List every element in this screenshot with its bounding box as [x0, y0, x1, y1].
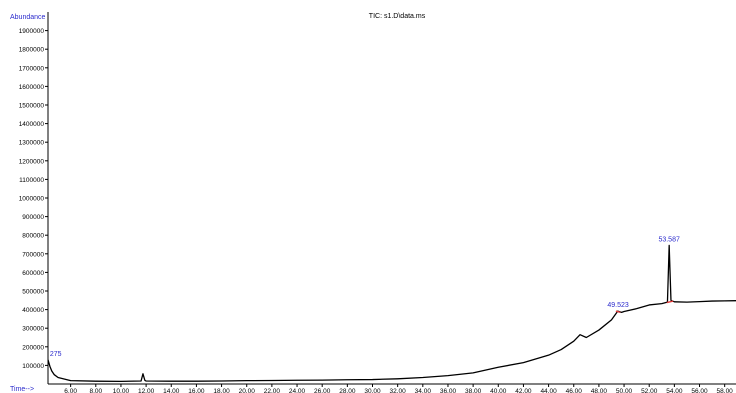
x-tick-label: 52.00: [641, 388, 658, 393]
series-group: [47, 244, 736, 383]
x-tick-label: 46.00: [566, 388, 583, 393]
series-line-0: [47, 244, 736, 383]
chart-title: TIC: s1.D\data.ms: [369, 13, 426, 20]
x-tick-label: 32.00: [390, 388, 407, 393]
y-tick-label: 1600000: [19, 84, 45, 91]
integration-baselines: [615, 300, 674, 314]
x-tick-label: 54.00: [666, 388, 683, 393]
y-tick-label: 1000000: [19, 196, 45, 203]
x-tick-label: 40.00: [490, 388, 507, 393]
peak-label: 53.587: [658, 236, 680, 243]
y-tick-label: 1500000: [19, 103, 45, 110]
x-axis-ticks: 6.00 8.00 10.00 12.00 14.00 16.00 18.00 20.00 22…: [64, 384, 733, 393]
y-tick-label: 300000: [22, 326, 44, 333]
y-tick-label: 200000: [22, 344, 44, 351]
x-tick-label: 8.00: [89, 388, 102, 393]
x-axis-title: Time-->: [10, 386, 34, 393]
x-tick-label: 10.00: [113, 388, 130, 393]
y-tick-label: 1400000: [19, 121, 45, 128]
x-tick-label: 34.00: [415, 388, 432, 393]
x-tick-label: 6.00: [64, 388, 77, 393]
x-tick-label: 56.00: [691, 388, 708, 393]
x-tick-label: 38.00: [465, 388, 482, 393]
integration-baseline: [666, 300, 674, 304]
y-tick-label: 900000: [22, 214, 44, 221]
peak-label: 275: [50, 351, 62, 358]
y-tick-label: 400000: [22, 307, 44, 314]
x-tick-label: 26.00: [314, 388, 331, 393]
y-tick-label: 700000: [22, 251, 44, 258]
x-tick-label: 50.00: [616, 388, 633, 393]
x-tick-label: 22.00: [264, 388, 281, 393]
x-tick-label: 44.00: [540, 388, 557, 393]
x-tick-label: 30.00: [364, 388, 381, 393]
y-axis-ticks: 100000 200000 300000 400000 500000 600000 7000…: [19, 28, 48, 370]
y-tick-label: 1200000: [19, 158, 45, 165]
x-tick-label: 48.00: [591, 388, 608, 393]
x-tick-label: 18.00: [213, 388, 230, 393]
x-tick-label: 28.00: [339, 388, 356, 393]
y-tick-label: 500000: [22, 289, 44, 296]
x-tick-label: 24.00: [289, 388, 306, 393]
y-tick-label: 800000: [22, 233, 44, 240]
y-tick-label: 1100000: [19, 177, 44, 184]
y-tick-label: 1700000: [19, 65, 45, 72]
peak-label: 49.523: [607, 302, 629, 309]
x-tick-label: 14.00: [163, 388, 180, 393]
x-tick-label: 20.00: [239, 388, 256, 393]
y-tick-label: 1900000: [19, 28, 45, 35]
x-tick-label: 12.00: [138, 388, 155, 393]
x-tick-label: 36.00: [440, 388, 457, 393]
y-tick-label: 1300000: [19, 140, 45, 147]
peak-annotations: 275 49.523 53.587: [50, 236, 680, 357]
x-tick-label: 58.00: [717, 388, 734, 393]
y-tick-label: 1800000: [19, 47, 45, 54]
integration-baseline: [615, 310, 621, 314]
y-tick-label: 100000: [22, 363, 44, 370]
y-tick-label: 600000: [22, 270, 44, 277]
y-axis-title: Abundance: [10, 14, 46, 21]
x-tick-label: 16.00: [188, 388, 205, 393]
x-tick-label: 42.00: [515, 388, 532, 393]
